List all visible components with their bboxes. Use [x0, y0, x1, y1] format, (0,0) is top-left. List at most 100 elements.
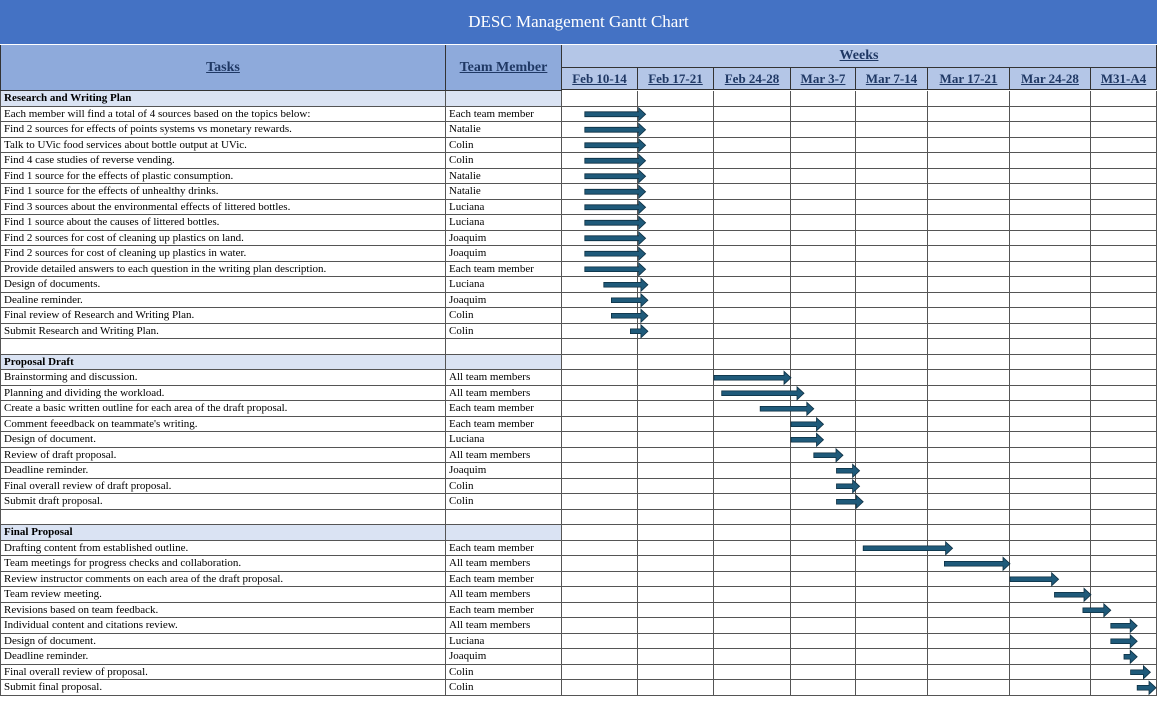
table-row: Design of document. Luciana — [0, 432, 1157, 448]
grid-cell — [1091, 106, 1157, 122]
grid-cell — [928, 447, 1010, 463]
grid-cell — [714, 168, 791, 184]
table-row: Design of document. Luciana — [0, 633, 1157, 649]
grid-cell — [562, 354, 638, 370]
grid-cell — [1091, 261, 1157, 277]
grid-cell — [638, 649, 714, 665]
grid-cell — [1091, 447, 1157, 463]
grid-cell — [714, 184, 791, 200]
task-label: Find 1 source for the effects of unhealt… — [0, 184, 446, 200]
grid-cell — [856, 432, 928, 448]
grid-cell — [791, 308, 856, 324]
grid-cell — [928, 199, 1010, 215]
grid-cell — [638, 664, 714, 680]
grid-cell — [562, 447, 638, 463]
grid-cell — [856, 680, 928, 696]
grid-cell — [791, 649, 856, 665]
member-label: Joaquim — [446, 230, 562, 246]
task-label: Revisions based on team feedback. — [0, 602, 446, 618]
grid-cell — [856, 494, 928, 510]
grid-cell — [928, 153, 1010, 169]
grid-cell — [1010, 509, 1091, 525]
grid-cell — [638, 509, 714, 525]
task-label: Submit Research and Writing Plan. — [0, 323, 446, 339]
grid-cell — [562, 664, 638, 680]
grid-cell — [928, 571, 1010, 587]
grid-cell — [856, 478, 928, 494]
grid-cell — [1010, 292, 1091, 308]
week-label: Mar 24-28 — [1010, 68, 1091, 90]
grid-cell — [856, 323, 928, 339]
grid-cell — [1010, 137, 1091, 153]
table-row: Find 4 case studies of reverse vending. C… — [0, 153, 1157, 169]
task-label: Brainstorming and discussion. — [0, 370, 446, 386]
grid-cell — [714, 122, 791, 138]
grid-cell — [856, 246, 928, 262]
grid-cell — [562, 509, 638, 525]
grid-cell — [638, 292, 714, 308]
grid-cell — [856, 447, 928, 463]
grid-cell — [714, 416, 791, 432]
grid-cell — [638, 602, 714, 618]
grid-cell — [562, 261, 638, 277]
grid-cell — [638, 246, 714, 262]
grid-cell — [562, 122, 638, 138]
grid-cell — [638, 478, 714, 494]
grid-cell — [1010, 447, 1091, 463]
grid-cell — [928, 478, 1010, 494]
grid-cell — [928, 618, 1010, 634]
grid-cell — [856, 277, 928, 293]
grid-cell — [638, 354, 714, 370]
table-row: Submit draft proposal. Colin — [0, 494, 1157, 510]
grid-cell — [638, 401, 714, 417]
grid-cell — [714, 618, 791, 634]
grid-cell — [714, 649, 791, 665]
task-label: Deadline reminder. — [0, 649, 446, 665]
task-label: Final review of Research and Writing Pla… — [0, 308, 446, 324]
grid-cell — [638, 587, 714, 603]
grid-cell — [1010, 168, 1091, 184]
grid-cell — [638, 339, 714, 355]
grid-cell — [791, 525, 856, 541]
grid-cell — [856, 230, 928, 246]
task-label: Individual content and citations review. — [0, 618, 446, 634]
grid-cell — [1010, 540, 1091, 556]
grid-cell — [791, 354, 856, 370]
task-label: Deadline reminder. — [0, 463, 446, 479]
grid-cell — [1091, 432, 1157, 448]
member-label: Each team member — [446, 416, 562, 432]
grid-cell — [1091, 680, 1157, 696]
task-label: Team review meeting. — [0, 587, 446, 603]
grid-cell — [928, 649, 1010, 665]
table-row: Submit final proposal. Colin — [0, 680, 1157, 696]
table-row: Brainstorming and discussion. All team me… — [0, 370, 1157, 386]
grid-cell — [1010, 323, 1091, 339]
blank-cell — [0, 509, 446, 525]
grid-cell — [856, 199, 928, 215]
grid-cell — [1091, 494, 1157, 510]
grid-cell — [856, 370, 928, 386]
task-label: Design of documents. — [0, 277, 446, 293]
grid-cell — [856, 618, 928, 634]
grid-cell — [638, 137, 714, 153]
grid-cell — [791, 137, 856, 153]
member-label: Joaquim — [446, 292, 562, 308]
grid-cell — [562, 168, 638, 184]
table-row: Comment feeedback on teammate's writing.… — [0, 416, 1157, 432]
member-label: Colin — [446, 137, 562, 153]
member-label: All team members — [446, 370, 562, 386]
week-label: Feb 10-14 — [562, 68, 638, 90]
grid-cell — [928, 339, 1010, 355]
task-label: Create a basic written outline for each … — [0, 401, 446, 417]
grid-cell — [562, 153, 638, 169]
table-row: Each member will find a total of 4 sourc… — [0, 106, 1157, 122]
member-label: All team members — [446, 556, 562, 572]
grid-cell — [562, 432, 638, 448]
grid-cell — [791, 602, 856, 618]
grid-cell — [562, 540, 638, 556]
grid-cell — [1091, 354, 1157, 370]
table-row: Individual content and citations review.… — [0, 618, 1157, 634]
grid-cell — [562, 277, 638, 293]
grid-cell — [638, 184, 714, 200]
grid-cell — [562, 556, 638, 572]
